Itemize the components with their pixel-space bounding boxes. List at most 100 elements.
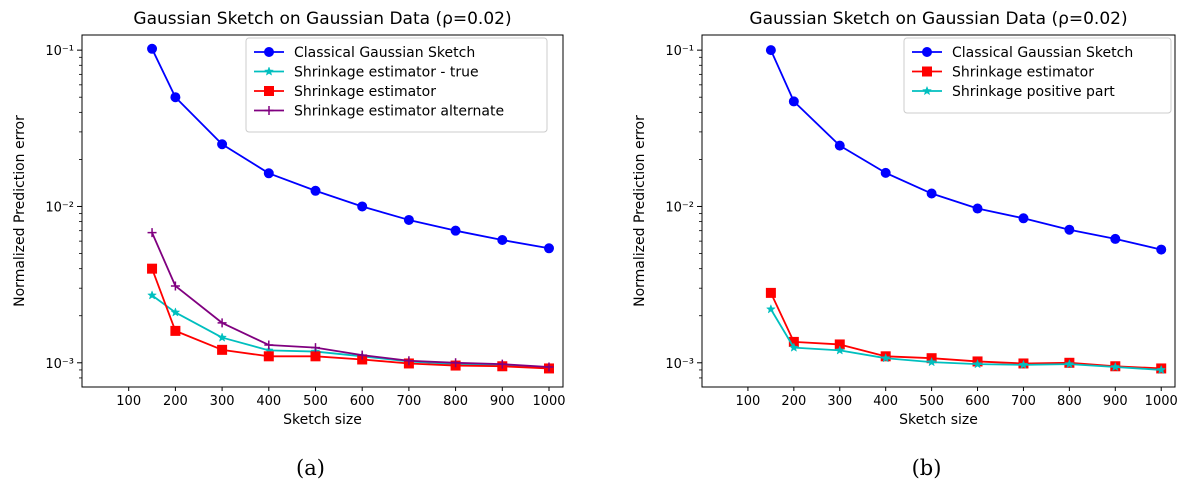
x-tick-label: 300 — [210, 394, 235, 409]
data-point — [403, 214, 414, 225]
data-point — [217, 344, 228, 355]
legend-label: Shrinkage estimator alternate — [294, 104, 504, 120]
data-point — [1064, 358, 1075, 369]
x-tick-label: 200 — [781, 394, 806, 409]
legend: Classical Gaussian Sketch Shrinkage estim… — [903, 37, 1172, 114]
legend: Classical Gaussian Sketch Shrinkage estim… — [245, 37, 548, 133]
data-point — [217, 318, 227, 328]
data-point — [765, 287, 776, 298]
x-tick-label: 400 — [256, 394, 281, 409]
y-tick-label: 10⁻² — [45, 200, 74, 215]
legend-label: Classical Gaussian Sketch — [294, 45, 475, 61]
y-tick-label: 10⁻¹ — [45, 44, 74, 59]
data-point — [788, 96, 799, 107]
legend-label: Classical Gaussian Sketch — [952, 45, 1133, 61]
data-point — [1156, 244, 1167, 255]
x-tick-label: 900 — [1103, 394, 1128, 409]
data-point — [357, 350, 367, 360]
x-tick-label: 600 — [965, 394, 990, 409]
y-tick-label: 10⁻³ — [665, 357, 694, 372]
x-tick-label: 1000 — [1145, 394, 1178, 409]
data-point — [543, 243, 554, 254]
legend-marker — [922, 47, 932, 57]
data-point — [765, 45, 776, 56]
data-point — [788, 342, 799, 352]
y-axis-label: Normalized Prediction error — [632, 115, 648, 307]
plot-frame — [701, 34, 1176, 388]
data-point — [147, 228, 157, 238]
legend-marker — [264, 106, 274, 115]
data-point — [926, 188, 937, 199]
data-point — [1064, 224, 1075, 235]
data-point — [1018, 213, 1029, 224]
data-point — [880, 352, 891, 363]
data-point — [264, 340, 274, 350]
data-point — [170, 325, 181, 336]
data-point — [451, 358, 461, 368]
x-tick-label: 200 — [163, 394, 188, 409]
x-tick-label: 600 — [350, 394, 375, 409]
series-line-0 — [151, 48, 550, 250]
plot-frame — [81, 34, 564, 388]
data-point — [834, 140, 845, 151]
data-point — [497, 235, 508, 246]
x-tick-label: 700 — [396, 394, 421, 409]
data-point — [404, 356, 414, 366]
x-tick-label: 900 — [490, 394, 515, 409]
data-point — [147, 43, 158, 54]
series-line-0 — [770, 49, 1162, 251]
x-tick-label: 300 — [827, 394, 852, 409]
data-point — [834, 345, 845, 355]
data-point — [310, 343, 320, 353]
x-tick-label: 500 — [919, 394, 944, 409]
legend-marker — [264, 66, 274, 76]
chart-panel-a: Gaussian Sketch on Gaussian Data (ρ=0.02… — [12, 9, 566, 480]
data-point — [170, 92, 181, 103]
data-point — [217, 332, 228, 342]
x-tick-label: 100 — [116, 394, 141, 409]
data-point — [544, 362, 554, 372]
legend-marker — [264, 47, 274, 57]
series-line-1 — [770, 292, 1162, 370]
chart-panel-b: Gaussian Sketch on Gaussian Data (ρ=0.02… — [632, 9, 1178, 480]
x-axis-label: Sketch size — [283, 412, 362, 428]
x-tick-label: 800 — [1057, 394, 1082, 409]
legend-marker — [922, 85, 932, 96]
subfigure-caption: (a) — [296, 456, 325, 480]
y-tick-label: 10⁻³ — [45, 357, 74, 372]
y-axis-label: Normalized Prediction error — [12, 115, 28, 307]
data-point — [310, 351, 321, 362]
x-tick-label: 700 — [1011, 394, 1036, 409]
legend-label: Shrinkage estimator - true — [294, 65, 479, 81]
series-line-1 — [151, 294, 550, 369]
x-tick-label: 800 — [443, 394, 468, 409]
legend-box — [903, 37, 1172, 114]
legend-marker — [922, 66, 932, 77]
data-point — [765, 304, 776, 314]
data-point — [450, 225, 461, 236]
x-tick-label: 100 — [736, 394, 761, 409]
x-tick-label: 400 — [873, 394, 898, 409]
series-line-2 — [770, 308, 1162, 371]
subfigure-caption: (b) — [912, 456, 942, 480]
x-axis-label: Sketch size — [899, 412, 978, 428]
data-point — [357, 201, 368, 212]
legend-marker — [264, 86, 274, 96]
chart-title: Gaussian Sketch on Gaussian Data (ρ=0.02… — [749, 9, 1127, 29]
y-tick-label: 10⁻² — [665, 200, 694, 215]
data-point — [926, 356, 937, 367]
data-point — [1018, 359, 1029, 370]
data-point — [1110, 233, 1121, 244]
data-point — [170, 281, 180, 291]
data-point — [147, 263, 158, 274]
data-point — [497, 359, 507, 369]
y-tick-label: 10⁻¹ — [665, 44, 694, 59]
data-point — [170, 307, 181, 317]
series-line-2 — [151, 268, 550, 370]
legend-label: Shrinkage estimator — [952, 65, 1094, 81]
legend-label: Shrinkage positive part — [952, 84, 1115, 100]
chart-title: Gaussian Sketch on Gaussian Data (ρ=0.02… — [133, 9, 511, 29]
data-point — [972, 358, 983, 369]
data-point — [263, 351, 274, 362]
